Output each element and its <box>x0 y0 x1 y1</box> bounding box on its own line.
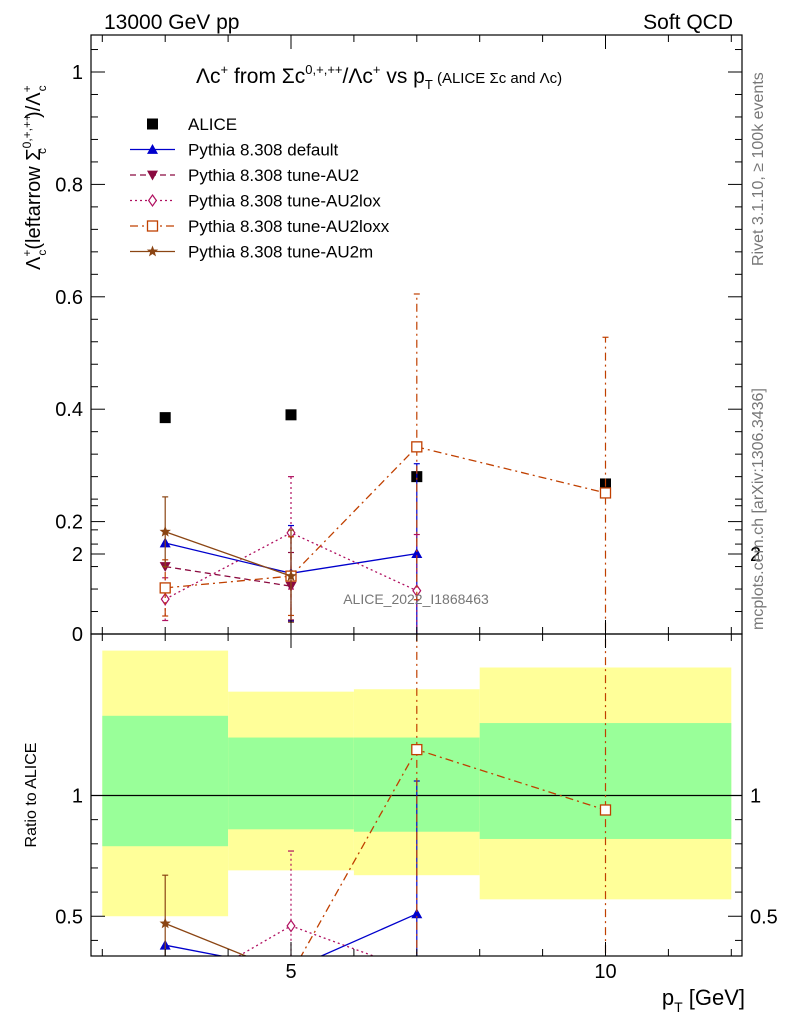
legend-item: Pythia 8.308 default <box>130 141 339 160</box>
legend-label: Pythia 8.308 tune-AU2m <box>188 243 373 262</box>
ylabel-c-sup: + <box>20 85 34 92</box>
ratio-point <box>599 804 612 816</box>
title-part-2: from Σc <box>228 65 305 88</box>
y-tick-label: 1 <box>72 62 83 84</box>
ratio-line <box>300 748 606 956</box>
legend-label: Pythia 8.308 default <box>188 141 339 160</box>
ratio-y-tick-label: 2 <box>72 544 83 566</box>
data-point <box>160 592 170 606</box>
ylabel-a-sup: + <box>20 250 34 257</box>
ratio-point <box>413 966 421 977</box>
ylabel-a: Λ <box>23 256 45 270</box>
legend-label: Pythia 8.308 tune-AU2loxx <box>188 217 390 236</box>
series-pythia-8-308-tune-au2 <box>159 551 297 621</box>
ylabel-c: )/Λ <box>23 92 45 118</box>
legend-marker <box>147 193 158 208</box>
legend-marker <box>147 118 158 130</box>
ratio-point <box>160 958 171 968</box>
title-sub-4: T <box>425 77 433 92</box>
title-part-3: /Λc <box>343 65 373 88</box>
plot-title: Λc+ from Σc0,+,++/Λc+ vs pT (ALICE Σc an… <box>196 62 562 92</box>
y-tick-label: 0.8 <box>55 174 83 196</box>
ratio-line <box>164 922 248 956</box>
x-axis-label: pT [GeV] <box>662 985 745 1015</box>
title-part-1: Λc <box>196 65 221 88</box>
ylabel-c-sub: c <box>35 85 49 91</box>
ratio-point <box>411 908 423 919</box>
data-point <box>159 412 171 424</box>
legend-item: Pythia 8.308 tune-AU2m <box>130 243 373 262</box>
ratio-point <box>411 743 423 756</box>
data-point <box>159 582 171 594</box>
data-point <box>411 548 423 559</box>
xlabel-sub: T <box>674 999 683 1015</box>
legend-marker <box>146 245 159 257</box>
main-y-axis-label: Λ+c(leftarrow Σ0,+,++c)/Λ+c <box>20 85 49 270</box>
x-tick-label: 10 <box>594 961 616 983</box>
inner-band <box>102 715 229 847</box>
legend-label: Pythia 8.308 tune-AU2lox <box>188 192 381 211</box>
data-point <box>411 441 423 453</box>
legend-marker <box>147 144 158 154</box>
ratio-line <box>165 913 418 956</box>
legend-label: ALICE <box>188 115 237 134</box>
analysis-watermark: ALICE_2022_I1868463 <box>343 591 489 607</box>
ylabel-a-sub: c <box>35 250 49 256</box>
legend-item: Pythia 8.308 tune-AU2loxx <box>130 217 390 236</box>
data-point <box>159 525 171 537</box>
ratio-y-tick-label: 0.5 <box>55 906 83 928</box>
y-tick-label: 0 <box>72 624 83 646</box>
ratio-y-tick-label-right: 0.5 <box>750 906 778 928</box>
title-part-5: (ALICE Σc and Λc) <box>433 70 562 87</box>
ratio-axes: 0.5 0.5 1 1 2 2 5 10 <box>55 505 778 983</box>
ratio-line <box>165 962 291 984</box>
series-line <box>164 531 292 577</box>
ratio-y-tick-label-right: 1 <box>750 786 761 808</box>
data-point <box>599 487 612 499</box>
ratio-series-pythia-8-308-tune-au2lox <box>161 850 421 1004</box>
ylabel-b: (leftarrow Σ <box>23 148 45 249</box>
title-sup-3: + <box>373 62 381 77</box>
mcplots-label: mcplots.cern.ch [arXiv:1306.3436] <box>750 388 767 630</box>
ratio-y-axis-label: Ratio to ALICE <box>23 743 40 848</box>
ratio-series-pythia-8-308-tune-au2 <box>160 958 297 990</box>
main-axes: 0 0.2 0.4 0.6 0.8 1 <box>55 34 743 646</box>
legend-item: Pythia 8.308 tune-AU2 <box>130 166 359 185</box>
ratio-y-tick-label-right: 2 <box>750 544 761 566</box>
rivet-label: Rivet 3.1.10, ≥ 100k events <box>750 72 767 266</box>
series-line <box>165 565 292 587</box>
ratio-point <box>161 993 169 1004</box>
ratio-y-tick-label: 1 <box>72 786 83 808</box>
y-tick-label: 0.6 <box>55 287 83 309</box>
ratio-series-group <box>159 634 612 1004</box>
ylabel-b-sup: 0,+,++ <box>20 114 34 148</box>
xlabel-main: p <box>662 985 674 1010</box>
legend-label: Pythia 8.308 tune-AU2 <box>188 166 359 185</box>
title-sup-2: 0,+,++ <box>305 62 342 77</box>
header-left: 13000 GeV pp <box>104 11 239 34</box>
ylabel-b-sub: c <box>35 148 49 154</box>
ratio-point <box>160 981 170 991</box>
ratio-point <box>159 917 171 929</box>
legend-item: ALICE <box>147 115 237 134</box>
series-line <box>165 446 606 589</box>
title-sup-1: + <box>221 62 229 77</box>
xlabel-rest: [GeV] <box>683 985 745 1010</box>
x-tick-label: 5 <box>285 961 296 983</box>
header-right: Soft QCD <box>643 11 733 34</box>
legend: ALICE Pythia 8.308 default Pythia 8.308 tu… <box>130 115 390 262</box>
main-series-group <box>159 293 612 634</box>
title-part-4: vs p <box>380 65 424 88</box>
legend-marker <box>146 220 159 232</box>
y-tick-label: 0.4 <box>55 399 83 421</box>
ratio-point <box>286 919 296 933</box>
legend-item: Pythia 8.308 tune-AU2lox <box>130 192 381 211</box>
data-point <box>285 570 297 581</box>
inner-band <box>228 737 354 830</box>
series-pythia-8-308-tune-au2m <box>159 496 297 623</box>
legend-marker <box>147 170 158 181</box>
y-tick-label: 0.2 <box>55 512 83 534</box>
data-point <box>285 409 297 421</box>
